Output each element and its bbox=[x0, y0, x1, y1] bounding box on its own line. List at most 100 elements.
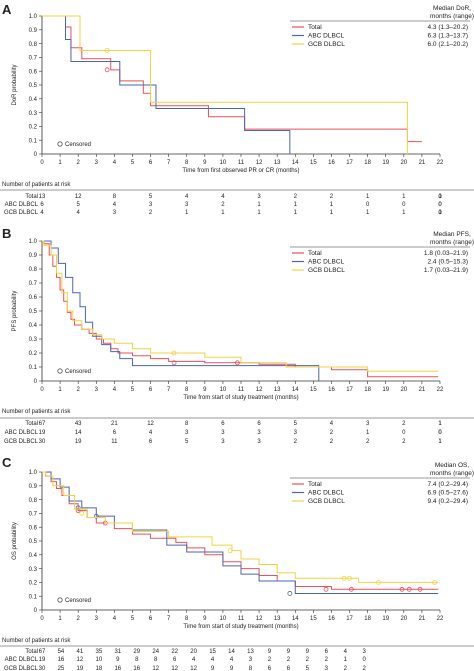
risk-table-title: Number of patients at risk bbox=[2, 638, 71, 644]
risk-cell: 9 bbox=[287, 649, 291, 655]
censor-mark bbox=[104, 48, 110, 53]
censor-mark bbox=[348, 586, 354, 592]
risk-cell: 2 bbox=[402, 421, 406, 427]
risk-cell: 8 bbox=[185, 421, 189, 427]
risk-cell: 6 bbox=[149, 439, 153, 445]
y-tick-label: 0 bbox=[34, 379, 38, 385]
risk-cell: 1 bbox=[438, 210, 442, 216]
risk-row-label: Total bbox=[25, 421, 38, 427]
censor-mark bbox=[432, 580, 437, 585]
risk-cell: 6 bbox=[113, 430, 117, 436]
x-tick-label: 9 bbox=[203, 160, 207, 166]
risk-cell: 3 bbox=[185, 202, 189, 208]
y-tick-label: 0.8 bbox=[29, 267, 38, 273]
risk-cell: 4 bbox=[77, 210, 81, 216]
risk-cell: 13 bbox=[39, 194, 46, 200]
risk-cell: 4 bbox=[230, 657, 234, 663]
x-tick-label: 17 bbox=[346, 387, 353, 393]
risk-cell: 2 bbox=[306, 657, 310, 663]
km-curve-gcb-dlbcl bbox=[42, 240, 439, 372]
risk-cell: 0 bbox=[438, 202, 442, 208]
risk-cell: 1 bbox=[185, 210, 189, 216]
x-tick-label: 4 bbox=[113, 616, 117, 622]
risk-cell: 4 bbox=[330, 421, 334, 427]
risk-table-title: Number of patients at risk bbox=[2, 182, 71, 188]
risk-cell: 2 bbox=[268, 657, 272, 663]
risk-cell: 12 bbox=[152, 666, 159, 671]
risk-cell: 3 bbox=[257, 430, 261, 436]
risk-cell: 2 bbox=[221, 202, 225, 208]
censor-mark bbox=[376, 580, 381, 585]
x-tick-label: 15 bbox=[310, 387, 317, 393]
censor-mark bbox=[104, 67, 110, 73]
risk-cell: 0 bbox=[438, 202, 442, 208]
censor-mark bbox=[79, 511, 85, 516]
risk-cell: 3 bbox=[363, 649, 367, 655]
x-tick-label: 3 bbox=[95, 160, 99, 166]
x-tick-label: 7 bbox=[167, 387, 171, 393]
x-tick-label: 19 bbox=[382, 616, 389, 622]
risk-cell: 1 bbox=[438, 439, 442, 445]
risk-cell: 19 bbox=[39, 430, 46, 436]
censored-legend-marker bbox=[57, 368, 63, 374]
legend-series-median: 1.8 (0.03–21.9) bbox=[424, 250, 468, 257]
risk-cell: 20 bbox=[190, 649, 197, 655]
y-tick-label: 0.3 bbox=[29, 111, 38, 117]
risk-cell: 2 bbox=[325, 657, 329, 663]
censor-mark bbox=[323, 586, 329, 592]
y-tick-label: 0.9 bbox=[29, 484, 38, 490]
risk-cell: 0 bbox=[438, 430, 442, 436]
risk-cell: 35 bbox=[96, 649, 103, 655]
y-tick-label: 0.2 bbox=[29, 351, 38, 357]
x-tick-label: 12 bbox=[256, 616, 263, 622]
risk-cell: 9 bbox=[268, 649, 272, 655]
risk-cell: 1 bbox=[294, 210, 298, 216]
x-tick-label: 11 bbox=[238, 160, 245, 166]
risk-cell: 3 bbox=[221, 430, 225, 436]
y-tick-label: 0.1 bbox=[29, 138, 38, 144]
risk-cell: 1 bbox=[330, 210, 334, 216]
risk-cell: 15 bbox=[209, 649, 216, 655]
risk-cell: 2 bbox=[344, 666, 348, 671]
x-tick-label: 2 bbox=[77, 387, 81, 393]
x-tick-label: 11 bbox=[238, 387, 245, 393]
risk-cell: 1 bbox=[330, 202, 334, 208]
y-tick-label: 0.7 bbox=[29, 281, 38, 287]
legend-title: Median PFS, bbox=[433, 231, 471, 238]
risk-cell: 12 bbox=[147, 421, 154, 427]
risk-cell: 29 bbox=[133, 649, 140, 655]
risk-cell: 1 bbox=[402, 194, 406, 200]
x-tick-label: 4 bbox=[113, 387, 117, 393]
censor-mark bbox=[347, 575, 352, 581]
risk-cell: 1 bbox=[366, 430, 370, 436]
x-tick-label: 8 bbox=[185, 616, 189, 622]
risk-cell: 2 bbox=[330, 194, 334, 200]
risk-cell: 2 bbox=[330, 430, 334, 436]
risk-cell: 6 bbox=[325, 649, 329, 655]
risk-cell: 4 bbox=[192, 657, 196, 663]
x-tick-label: 2 bbox=[77, 616, 81, 622]
x-tick-label: 14 bbox=[292, 616, 299, 622]
risk-cell: 54 bbox=[58, 649, 65, 655]
risk-cell: 8 bbox=[249, 666, 253, 671]
censored-legend-label: Censored bbox=[65, 142, 91, 148]
risk-cell: 0 bbox=[402, 202, 406, 208]
panel-letter: B bbox=[2, 226, 11, 241]
censor-mark bbox=[171, 350, 177, 356]
risk-row-label: Total bbox=[25, 194, 38, 200]
risk-cell: 13 bbox=[247, 649, 254, 655]
risk-cell: 41 bbox=[77, 649, 84, 655]
y-tick-label: 1.0 bbox=[29, 14, 38, 20]
risk-cell: 22 bbox=[171, 649, 178, 655]
km-curve-abc-dlbcl bbox=[42, 471, 439, 594]
risk-cell: 31 bbox=[114, 649, 121, 655]
risk-cell: 0 bbox=[438, 210, 442, 216]
risk-cell: 3 bbox=[113, 210, 117, 216]
risk-cell: 1 bbox=[344, 657, 348, 663]
risk-cell: 1 bbox=[402, 210, 406, 216]
risk-cell: 3 bbox=[249, 657, 253, 663]
x-tick-label: 3 bbox=[95, 616, 99, 622]
censored-legend-label: Censored bbox=[65, 598, 91, 604]
risk-cell: 2 bbox=[149, 210, 153, 216]
